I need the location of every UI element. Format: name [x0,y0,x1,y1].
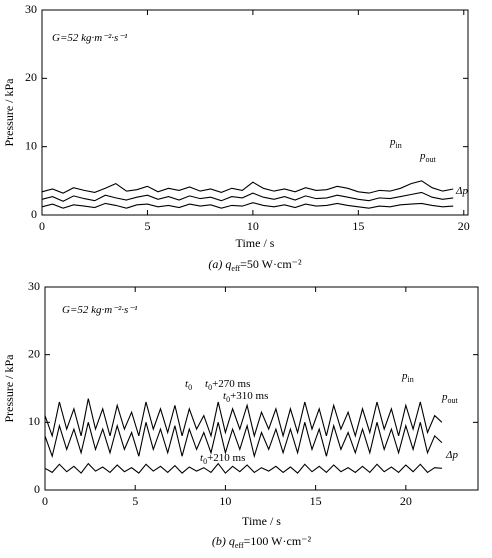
annotation: G=52 kg·m⁻²·s⁻¹ [62,304,137,316]
x-tick-label: 0 [39,219,45,233]
x-tick-label: 0 [42,494,48,508]
caption-main: (b) q [212,534,235,548]
series-line [44,422,443,459]
series-line [41,180,454,194]
annotation-sub: out [426,155,437,164]
annotation-main: t [223,390,227,402]
annotation-sub: in [408,375,414,384]
caption-after: =100 W·cm⁻² [244,534,312,548]
annotation-main: G=52 kg·m⁻²·s⁻¹ [52,32,127,44]
x-axis-label: Time / s [236,236,275,250]
y-tick-label: 30 [28,279,40,293]
annotation-main: p [441,391,448,403]
annotation: t0+210 ms [200,452,245,467]
caption-sub: eff [235,541,244,550]
annotation-sub: in [396,141,402,150]
annotation-main: t [200,452,204,464]
series-line [44,462,442,474]
annotation-main: Δp [455,185,468,197]
annotation: pin [401,370,414,385]
y-tick-label: 20 [28,346,40,360]
annotation: pout [441,391,459,406]
annotation-sub: 0 [208,383,212,392]
y-axis-label: Pressure / kPa [2,354,16,423]
annotation-after: +310 ms [230,390,268,402]
annotation: t0+270 ms [205,378,250,393]
annotation-main: G=52 kg·m⁻²·s⁻¹ [62,304,137,316]
annotation: pout [419,150,437,165]
x-tick-label: 10 [247,219,259,233]
caption: (b) qeff=100 W·cm⁻² [212,534,312,551]
x-tick-label: 15 [310,494,322,508]
annotation: t0+310 ms [223,390,268,405]
annotation: Δp [455,185,468,197]
x-tick-label: 15 [352,219,364,233]
annotation-main: Δp [445,449,458,461]
x-tick-label: 20 [400,494,412,508]
annotation: G=52 kg·m⁻²·s⁻¹ [52,32,127,44]
annotation-main: t [185,378,189,390]
y-tick-label: 20 [25,70,37,84]
y-tick-label: 10 [28,414,40,428]
x-axis-label: Time / s [242,514,281,528]
caption-sub: eff [231,264,240,273]
y-axis-label: Pressure / kPa [2,78,16,147]
annotation-sub: 0 [203,457,207,466]
x-tick-label: 20 [458,219,470,233]
annotation-main: p [389,136,396,148]
annotation-after: +270 ms [212,378,250,390]
annotation: Δp [445,449,458,461]
x-tick-label: 5 [132,494,138,508]
y-tick-label: 30 [25,2,37,16]
series-line [41,191,454,202]
plot-frame [44,286,479,491]
series-line [44,398,443,439]
annotation-after: +210 ms [207,452,245,464]
annotation-sub: 0 [226,395,230,404]
annotation: t0 [185,378,192,393]
annotation-sub: out [448,396,459,405]
annotation-sub: 0 [188,383,192,392]
x-tick-label: 10 [219,494,231,508]
x-tick-label: 5 [144,219,150,233]
caption: (a) qeff=50 W·cm⁻² [208,257,302,274]
y-tick-label: 0 [34,482,40,496]
plot-frame [41,9,469,216]
annotation-main: p [419,150,426,162]
annotation-main: t [205,378,209,390]
y-tick-label: 0 [31,207,37,221]
series-line [41,202,454,209]
caption-after: =50 W·cm⁻² [240,257,302,271]
annotation: pin [389,136,402,151]
y-tick-label: 10 [25,138,37,152]
caption-main: (a) q [208,257,231,271]
annotation-main: p [401,370,408,382]
